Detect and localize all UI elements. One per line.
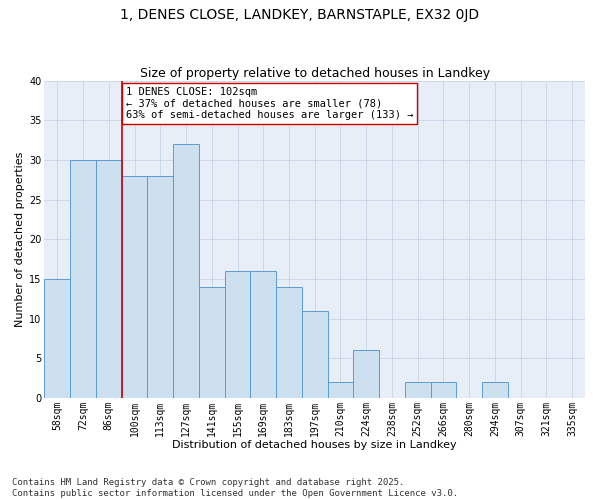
Bar [70, 160, 96, 398]
Bar [44, 279, 70, 398]
Bar [276, 287, 302, 398]
Text: Contains HM Land Registry data © Crown copyright and database right 2025.
Contai: Contains HM Land Registry data © Crown c… [12, 478, 458, 498]
Y-axis label: Number of detached properties: Number of detached properties [15, 152, 25, 327]
Text: 1, DENES CLOSE, LANDKEY, BARNSTAPLE, EX32 0JD: 1, DENES CLOSE, LANDKEY, BARNSTAPLE, EX3… [121, 8, 479, 22]
X-axis label: Distribution of detached houses by size in Landkey: Distribution of detached houses by size … [172, 440, 457, 450]
Bar [148, 176, 173, 398]
Bar [122, 176, 148, 398]
Text: 1 DENES CLOSE: 102sqm
← 37% of detached houses are smaller (78)
63% of semi-deta: 1 DENES CLOSE: 102sqm ← 37% of detached … [125, 87, 413, 120]
Title: Size of property relative to detached houses in Landkey: Size of property relative to detached ho… [140, 66, 490, 80]
Bar [431, 382, 456, 398]
Bar [302, 310, 328, 398]
Bar [96, 160, 122, 398]
Bar [482, 382, 508, 398]
Bar [173, 144, 199, 398]
Bar [353, 350, 379, 398]
Bar [250, 271, 276, 398]
Bar [199, 287, 224, 398]
Bar [224, 271, 250, 398]
Bar [405, 382, 431, 398]
Bar [328, 382, 353, 398]
